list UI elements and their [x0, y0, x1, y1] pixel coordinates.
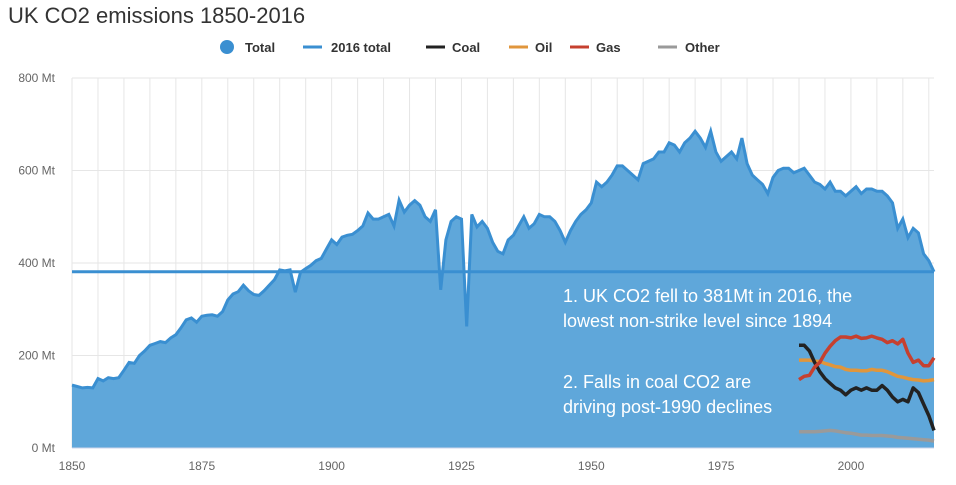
annotations: 1. UK CO2 fell to 381Mt in 2016, the lowe… — [563, 286, 852, 417]
x-tick-label: 1925 — [448, 459, 475, 473]
legend-item-coal[interactable]: Coal — [426, 40, 480, 55]
other-line — [799, 428, 935, 443]
legend-label-oil: Oil — [535, 40, 552, 55]
y-tick-label: 400 Mt — [18, 256, 55, 270]
legend-marker-total — [220, 40, 234, 54]
y-tick-label: 600 Mt — [18, 164, 55, 178]
legend-item-other[interactable]: Other — [658, 40, 720, 55]
x-tick-label: 1850 — [59, 459, 86, 473]
y-tick-label: 800 Mt — [18, 71, 55, 85]
legend-label-total: Total — [245, 40, 275, 55]
x-tick-label: 1975 — [708, 459, 735, 473]
legend-label-other: Other — [685, 40, 720, 55]
annotation-1: lowest non-strike level since 1894 — [563, 311, 832, 331]
x-tick-label: 1875 — [188, 459, 215, 473]
legend-item-gas[interactable]: Gas — [570, 40, 621, 55]
legend: Total 2016 total Coal Oil Gas Other — [220, 40, 720, 55]
legend-item-2016-total[interactable]: 2016 total — [303, 40, 391, 55]
legend-item-total[interactable]: Total — [220, 40, 275, 55]
axis-ticks: 1850 1875 1900 1925 1950 1975 2000 0 Mt 200 Mt 40… — [18, 71, 934, 473]
legend-label-2016-total: 2016 total — [331, 40, 391, 55]
legend-label-coal: Coal — [452, 40, 480, 55]
x-tick-label: 2000 — [838, 459, 865, 473]
plot-area — [71, 125, 936, 448]
total-line — [71, 125, 936, 390]
total-area — [72, 131, 934, 448]
y-tick-label: 0 Mt — [32, 441, 56, 455]
x-tick-label: 1900 — [318, 459, 345, 473]
annotation-2: 2. Falls in coal CO2 are — [563, 372, 751, 392]
annotation-2: driving post-1990 declines — [563, 397, 772, 417]
legend-label-gas: Gas — [596, 40, 621, 55]
y-tick-label: 200 Mt — [18, 349, 55, 363]
chart-title: UK CO2 emissions 1850-2016 — [8, 3, 305, 28]
coal-line — [799, 343, 936, 431]
gas-line — [798, 334, 936, 382]
legend-item-oil[interactable]: Oil — [509, 40, 552, 55]
x-tick-label: 1950 — [578, 459, 605, 473]
annotation-1: 1. UK CO2 fell to 381Mt in 2016, the — [563, 286, 852, 306]
